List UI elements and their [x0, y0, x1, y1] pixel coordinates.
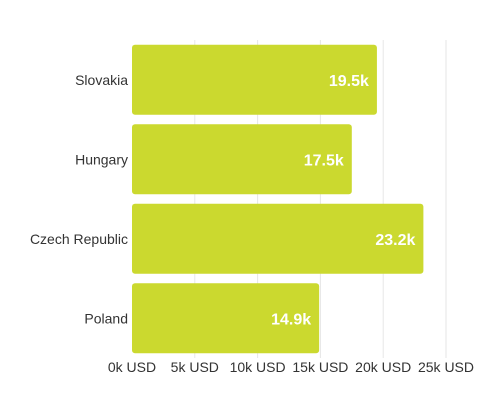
data-label: 23.2k [375, 232, 415, 249]
x-tick-label: 25k USD [418, 359, 474, 375]
bar-slovakia [132, 44, 377, 115]
data-label: 19.5k [329, 73, 369, 90]
category-label: Slovakia [75, 72, 128, 88]
x-tick-label: 20k USD [355, 359, 411, 375]
category-label: Hungary [75, 151, 128, 167]
bar-poland [132, 283, 320, 354]
data-label: 17.5k [304, 152, 344, 169]
x-tick-label: 10k USD [230, 359, 286, 375]
bars-group [132, 44, 424, 354]
x-tick-label: 15k USD [292, 359, 348, 375]
x-axis-tick-labels: 0k USD 5k USD 10k USD 15k USD 20k USD 25k USD [108, 359, 474, 375]
x-tick-label: 0k USD [108, 359, 156, 375]
category-label: Poland [84, 310, 128, 326]
bar-hungary [132, 124, 352, 195]
bar-czech-republic [132, 203, 424, 274]
category-label: Czech Republic [30, 231, 128, 247]
data-label: 14.9k [271, 311, 311, 328]
category-labels: Slovakia Hungary Czech Republic Poland [30, 72, 128, 327]
value-labels: 19.5k 17.5k 23.2k 14.9k [271, 73, 415, 329]
x-tick-label: 5k USD [171, 359, 219, 375]
